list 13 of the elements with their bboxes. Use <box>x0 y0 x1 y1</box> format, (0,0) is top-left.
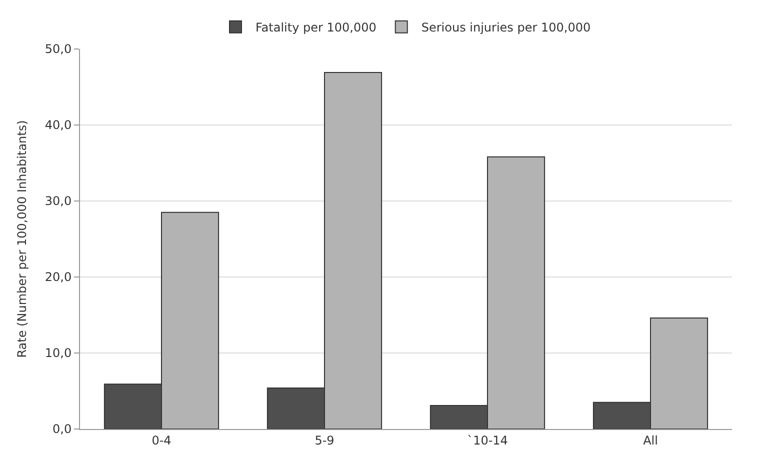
y-axis-title: Rate (Number per 100,000 Inhabitants) <box>15 120 30 358</box>
y-tick-label: 40,0 <box>44 118 72 132</box>
x-tick-label: 5-9 <box>314 433 334 448</box>
y-tick-label: 50,0 <box>44 42 72 56</box>
legend-label: Serious injuries per 100,000 <box>421 20 591 35</box>
y-tick-label: 0,0 <box>52 422 72 436</box>
x-tick-label: `10-14 <box>467 433 508 448</box>
legend-label: Fatality per 100,000 <box>256 20 376 35</box>
y-tick-label: 10,0 <box>44 346 72 360</box>
y-tick-label: 30,0 <box>44 194 72 208</box>
y-tick-label: 20,0 <box>44 270 72 284</box>
x-tick-label: All <box>643 433 658 448</box>
x-tick-label: 0-4 <box>152 433 172 448</box>
